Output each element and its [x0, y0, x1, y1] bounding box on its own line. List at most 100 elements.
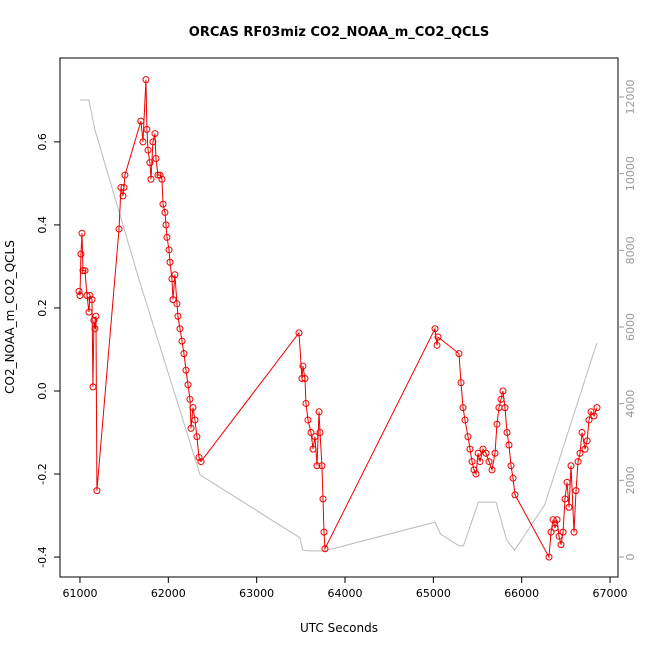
data-point: [572, 487, 580, 495]
data-point: [152, 154, 160, 162]
data-point: [561, 495, 569, 503]
data-point: [182, 366, 190, 374]
data-point: [557, 541, 565, 549]
data-point: [576, 449, 584, 457]
data-point: [301, 375, 309, 383]
data-point: [149, 138, 157, 146]
data-point: [120, 184, 128, 192]
data-point: [88, 296, 96, 304]
data-point: [187, 424, 195, 432]
x-axis-label: UTC Seconds: [300, 621, 378, 635]
data-point: [142, 76, 150, 84]
data-point: [551, 524, 559, 532]
data-point: [162, 221, 170, 229]
data-point: [578, 429, 586, 437]
y2-tick-label: 6000: [624, 313, 637, 341]
data-point: [159, 200, 167, 208]
data-point: [171, 271, 179, 279]
x-tick-label: 67000: [593, 587, 628, 600]
data-point: [156, 171, 164, 179]
data-point: [154, 171, 162, 179]
data-point: [509, 474, 517, 482]
y-tick-label: 0.6: [36, 133, 49, 151]
data-point: [119, 192, 127, 200]
x-tick-label: 62000: [151, 587, 186, 600]
data-point: [163, 233, 171, 241]
data-point: [92, 312, 100, 320]
data-point: [173, 300, 181, 308]
data-point: [553, 516, 561, 524]
y2-tick-label: 8000: [624, 236, 637, 264]
x-tick-label: 66000: [504, 587, 539, 600]
data-point: [466, 445, 474, 453]
data-point: [472, 470, 480, 478]
data-point: [309, 445, 317, 453]
data-point: [493, 420, 501, 428]
x-tick-label: 63000: [239, 587, 274, 600]
data-point: [191, 416, 199, 424]
data-point: [166, 258, 174, 266]
data-point: [311, 433, 319, 441]
data-point: [161, 208, 169, 216]
data-point: [581, 445, 589, 453]
data-point: [143, 125, 151, 133]
data-point: [115, 225, 123, 233]
data-point: [144, 146, 152, 154]
data-point: [491, 449, 499, 457]
data-point: [316, 429, 324, 437]
data-point: [567, 462, 575, 470]
data-point: [590, 412, 598, 420]
data-point: [431, 325, 439, 333]
data-point: [570, 528, 578, 536]
data-point: [470, 466, 478, 474]
data-point: [195, 453, 203, 461]
data-point: [503, 429, 511, 437]
data-point: [315, 408, 323, 416]
data-point: [433, 341, 441, 349]
data-point: [189, 404, 197, 412]
data-point: [117, 184, 125, 192]
y2-tick-label: 12000: [624, 79, 637, 114]
data-point: [151, 130, 159, 138]
data-point: [83, 291, 91, 299]
data-point: [459, 404, 467, 412]
data-point: [321, 545, 329, 553]
y-tick-label: -0.2: [36, 463, 49, 484]
plot-frame: [59, 57, 619, 578]
data-point: [307, 429, 315, 437]
data-point: [184, 381, 192, 389]
data-point: [137, 117, 145, 125]
data-point: [434, 333, 442, 341]
data-point: [555, 532, 563, 540]
y2-tick-label: 10000: [624, 156, 637, 191]
data-point: [549, 516, 557, 524]
data-point: [93, 487, 101, 495]
data-point: [565, 503, 573, 511]
data-point: [165, 246, 173, 254]
data-point: [488, 466, 496, 474]
data-point: [501, 404, 509, 412]
data-point: [318, 462, 326, 470]
data-point: [474, 449, 482, 457]
data-point: [468, 458, 476, 466]
data-point: [197, 458, 205, 466]
data-point: [455, 350, 463, 358]
data-point: [186, 395, 194, 403]
data-point: [507, 462, 515, 470]
data-point: [77, 250, 85, 258]
data-point: [574, 458, 582, 466]
data-point: [545, 553, 553, 561]
data-point: [313, 462, 321, 470]
y-tick-label: 0.0: [36, 382, 49, 400]
data-point: [81, 267, 89, 275]
data-point: [505, 441, 513, 449]
series-line: [79, 99, 598, 552]
y-tick-label: -0.4: [36, 546, 49, 567]
data-point: [476, 458, 484, 466]
series-line: [78, 79, 598, 559]
data-point: [511, 491, 519, 499]
data-point: [78, 229, 86, 237]
x-tick-label: 61000: [62, 587, 97, 600]
data-point: [147, 175, 155, 183]
